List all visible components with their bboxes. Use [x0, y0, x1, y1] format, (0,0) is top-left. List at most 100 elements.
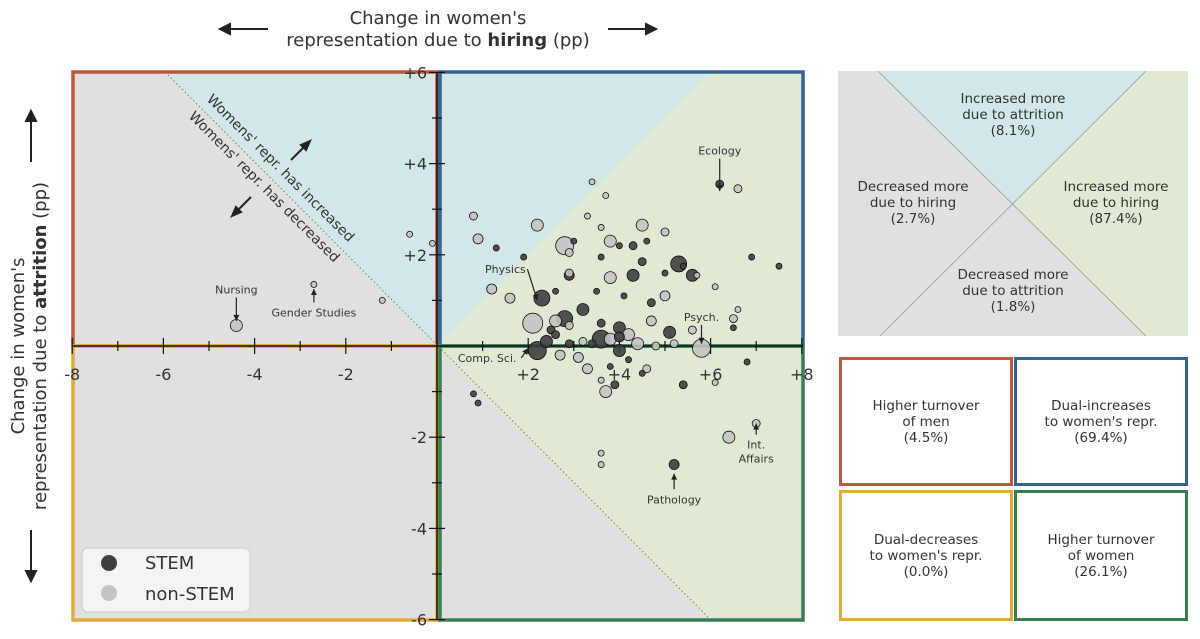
- summary-top-line3: (8.1%): [991, 123, 1036, 139]
- y-tick-label: +6: [403, 63, 427, 82]
- summary-left-line2: due to hiring: [870, 195, 956, 211]
- x-right-arrow: [608, 22, 659, 36]
- stem-point: [564, 339, 574, 349]
- stem-point: [663, 325, 676, 339]
- x-tick-label: -8: [64, 365, 80, 384]
- stem-point: [576, 303, 590, 316]
- non-stem-point: [635, 218, 649, 232]
- stem-point: [643, 237, 651, 245]
- stem-point: [474, 399, 482, 407]
- non-stem-point: [310, 281, 318, 288]
- summary-right-line1: Increased more: [1064, 179, 1169, 195]
- summary-bottom-line3: (1.8%): [991, 299, 1036, 315]
- annotations: Ecology Physics Psych. Comp. Sci. Nursing Gen…: [215, 144, 774, 506]
- annotation-arrowhead: [522, 348, 529, 355]
- non-stem-point: [564, 268, 574, 278]
- non-stem-point: [469, 211, 478, 221]
- stem-point: [597, 253, 605, 261]
- non-stem-point: [693, 271, 701, 279]
- x-axis-title-line1: Change in women's: [350, 8, 527, 29]
- stem-point: [620, 292, 628, 300]
- summary-top-line1: Increased more: [961, 91, 1066, 107]
- stem-point: [743, 358, 751, 366]
- non-stem-point: [711, 283, 719, 291]
- summary-right-line2: due to hiring: [1073, 195, 1159, 211]
- scatter-points: [229, 178, 783, 470]
- summary-panel: Increased more due to attrition (8.1%) D…: [838, 70, 1188, 337]
- annotation-label: Ecology: [698, 144, 741, 157]
- summary-left-line1: Decreased more: [857, 179, 968, 195]
- annotation-label: Comp. Sci.: [458, 352, 517, 365]
- stem-point: [570, 237, 578, 245]
- non-stem-point: [602, 192, 610, 199]
- non-stem-point: [584, 212, 591, 220]
- legend-nonstem-label: non-STEM: [145, 584, 235, 605]
- summary-right-line3: (87.4%): [1089, 211, 1142, 227]
- non-stem-point: [603, 271, 617, 285]
- non-stem-point: [597, 449, 605, 457]
- non-stem-point: [486, 283, 498, 295]
- stem-point: [587, 339, 597, 349]
- stem-point: [625, 356, 632, 364]
- legend-nonstem-marker: [101, 585, 117, 601]
- bg-bottom-right-green: [437, 346, 803, 620]
- non-stem-point: [734, 306, 742, 313]
- annotation-arrowhead: [532, 293, 539, 301]
- non-stem-point: [578, 337, 588, 346]
- x-tick-label: +2: [516, 365, 540, 384]
- stem-point: [470, 390, 477, 398]
- stem-point: [616, 242, 623, 250]
- y-tick-label: -4: [411, 519, 427, 538]
- stem-point: [540, 335, 553, 348]
- stem-point: [646, 298, 656, 308]
- stem-point: [748, 253, 756, 261]
- axis-ticks: -8 -6 -4 -2 +2 +4 +6 +8 +6 +4 +2 -2 -4 -6: [64, 63, 813, 629]
- annotation-label: Nursing: [215, 284, 257, 297]
- summary-left-line3: (2.7%): [891, 211, 936, 227]
- annotation-arrowhead: [716, 184, 723, 191]
- non-stem-point: [564, 248, 574, 257]
- annotation-arrowhead: [233, 314, 240, 321]
- stem-point: [520, 253, 528, 261]
- annotation-label: Gender Studies: [271, 306, 356, 319]
- y-tick-label: -2: [411, 428, 427, 447]
- non-stem-point: [588, 178, 596, 186]
- non-stem-point: [504, 292, 516, 304]
- non-stem-point: [549, 314, 562, 328]
- diagonal-line: [164, 71, 712, 621]
- y-tick-label: +4: [403, 155, 427, 174]
- x-tick-label: -2: [338, 365, 354, 384]
- x-left-arrow: [217, 22, 268, 36]
- box-dual-increases: Dual-increases to women's repr. (69.4%): [1014, 357, 1188, 486]
- box-dual-decreases: Dual-decreases to women's repr. (0.0%): [839, 490, 1013, 621]
- y-axis-title-line2: representation due to attrition (pp): [30, 182, 51, 510]
- x-tick-label: -6: [155, 365, 171, 384]
- non-stem-point: [378, 296, 386, 304]
- non-stem-point: [564, 321, 574, 330]
- annotation-label: Pathology: [647, 493, 702, 506]
- stem-point: [661, 269, 669, 277]
- non-stem-point: [631, 337, 645, 351]
- non-stem-point: [687, 325, 697, 335]
- non-stem-point: [572, 351, 584, 363]
- stem-point: [596, 318, 606, 328]
- non-stem-point: [599, 385, 613, 399]
- stem-point: [679, 262, 687, 270]
- stem-point: [606, 363, 614, 370]
- non-stem-point: [669, 339, 679, 349]
- non-stem-point: [733, 184, 743, 194]
- non-stem-point: [642, 364, 652, 374]
- annotation-label: Physics: [485, 263, 526, 276]
- non-stem-point: [711, 379, 719, 386]
- stem-point: [775, 262, 783, 270]
- stem-point: [551, 330, 560, 340]
- annotation-label: Affairs: [739, 452, 774, 465]
- non-stem-point: [651, 341, 661, 351]
- non-stem-point: [729, 314, 738, 324]
- stem-point: [678, 380, 688, 390]
- x-tick-label: -4: [247, 365, 263, 384]
- x-tick-label: +4: [608, 365, 632, 384]
- y-down-arrow: [24, 530, 38, 584]
- decrease-arrow: [230, 196, 252, 218]
